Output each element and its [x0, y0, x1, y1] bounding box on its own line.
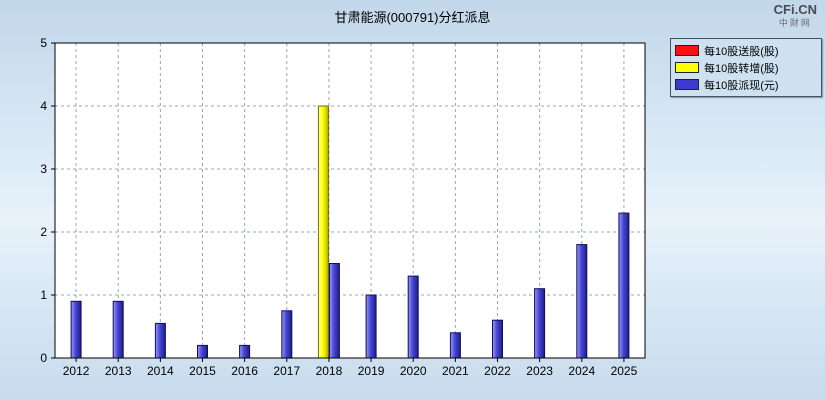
svg-text:2014: 2014 — [147, 364, 174, 378]
svg-text:3: 3 — [40, 162, 47, 176]
legend-item-songgu: 每10股送股(股) — [671, 42, 821, 59]
svg-text:2: 2 — [40, 225, 47, 239]
legend-swatch-red — [675, 45, 699, 56]
svg-text:5: 5 — [40, 36, 47, 50]
svg-text:2025: 2025 — [611, 364, 638, 378]
legend-label-paixian: 每10股派现(元) — [704, 79, 779, 92]
svg-text:4: 4 — [40, 99, 47, 113]
svg-text:2017: 2017 — [273, 364, 300, 378]
svg-text:2012: 2012 — [63, 364, 90, 378]
legend-item-paixian: 每10股派现(元) — [671, 76, 821, 93]
cfi-logo-text: CFi.CN — [773, 2, 817, 17]
svg-text:2019: 2019 — [358, 364, 385, 378]
svg-text:2024: 2024 — [568, 364, 595, 378]
legend-label-songgu: 每10股送股(股) — [704, 45, 779, 58]
svg-text:2022: 2022 — [484, 364, 511, 378]
cfi-logo-subtext: 中财网 — [778, 17, 812, 28]
svg-text:2021: 2021 — [442, 364, 469, 378]
legend-item-zhuanzeng: 每10股转增(股) — [671, 59, 821, 76]
svg-text:2015: 2015 — [189, 364, 216, 378]
legend-label-zhuanzeng: 每10股转增(股) — [704, 62, 779, 75]
legend-swatch-blue — [675, 79, 699, 90]
chart-title: 甘肃能源(000791)分红派息 — [334, 10, 491, 25]
svg-text:0: 0 — [40, 351, 47, 365]
svg-text:2018: 2018 — [316, 364, 343, 378]
cfi-logo: CFi.CN 中财网 — [773, 2, 817, 28]
svg-text:2023: 2023 — [526, 364, 553, 378]
svg-text:2016: 2016 — [231, 364, 258, 378]
chart-legend: 每10股送股(股) 每10股转增(股) 每10股派现(元) — [670, 38, 822, 97]
svg-text:2020: 2020 — [400, 364, 427, 378]
svg-text:1: 1 — [40, 288, 47, 302]
legend-swatch-yellow — [675, 62, 699, 73]
svg-text:2013: 2013 — [105, 364, 132, 378]
